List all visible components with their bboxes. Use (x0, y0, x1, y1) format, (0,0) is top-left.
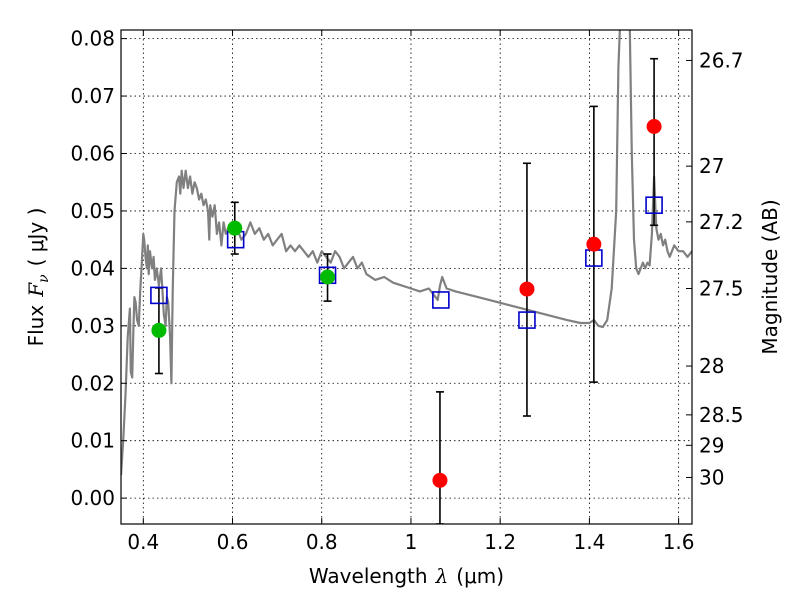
magnitude-tick-label: 26.7 (699, 48, 744, 72)
observed-flux-point (519, 281, 535, 297)
y-tick-label: 0.08 (70, 27, 115, 51)
x-axis-label-symbol: λ (435, 564, 449, 588)
magnitude-tick-label: 30 (699, 465, 724, 489)
x-tick-label: 1 (405, 530, 418, 554)
y-axis-label-unit: ( μJy ) (24, 208, 48, 267)
y-tick-label: 0.05 (70, 199, 115, 223)
magnitude-axis-label: Magnitude (AB) (758, 199, 782, 354)
model-photometry-square (150, 286, 168, 305)
model-spectrum-line (121, 30, 692, 476)
observed-flux-point (227, 220, 243, 236)
y-tick-label: 0.06 (70, 142, 115, 166)
observed-flux-point (432, 472, 448, 488)
x-tick-label: 0.4 (127, 530, 159, 554)
plot-frame (120, 29, 693, 525)
x-tick-label: 0.6 (217, 530, 249, 554)
y-tick-label: 0.01 (70, 429, 115, 453)
y-tick-label: 0.02 (70, 371, 115, 395)
grid (121, 30, 692, 524)
x-axis-label: Wavelength λ (μm) (309, 564, 504, 588)
magnitude-tick-label: 29 (699, 433, 724, 457)
x-axis-label-prefix: Wavelength (309, 564, 428, 588)
y-tick-label: 0.04 (70, 256, 115, 280)
observed-flux-point (646, 119, 662, 135)
magnitude-tick-label: 28.5 (699, 403, 744, 427)
y-axis-label-symbol: F (24, 282, 48, 298)
magnitude-tick-label: 28 (699, 354, 724, 378)
error-bar (435, 391, 444, 524)
x-tick-label: 1.4 (573, 530, 605, 554)
y-axis-label-subscript: ν (36, 274, 52, 283)
x-tick-label: 0.8 (306, 530, 338, 554)
observed-flux-point (151, 322, 167, 338)
model-photometry-square (645, 196, 663, 214)
y-tick-label: 0.00 (70, 486, 115, 510)
y-axis-label: Flux Fν ( μJy ) (24, 208, 52, 347)
model-photometry-square (432, 291, 450, 309)
magnitude-tick-label: 27.5 (699, 276, 744, 300)
magnitude-tick-label: 27 (699, 154, 724, 178)
observed-flux-point (586, 236, 602, 252)
magnitude-tick-label: 27.2 (699, 210, 744, 234)
x-tick-label: 1.2 (484, 530, 516, 554)
model-photometry-square (518, 311, 536, 329)
error-bar (650, 57, 659, 227)
y-tick-label: 0.07 (70, 84, 115, 108)
plot-area (121, 30, 692, 524)
y-axis-label-prefix: Flux (24, 305, 48, 347)
x-axis-label-unit: (μm) (456, 564, 504, 588)
observed-flux-point (320, 269, 336, 285)
x-tick-label: 1.6 (663, 530, 695, 554)
y-tick-label: 0.03 (70, 314, 115, 338)
axis-ticks: 0.4 0.6 0.8 1 1.2 1.4 1.6 0.00 0.01 0.02 0.03 0.04 0… (70, 27, 743, 554)
